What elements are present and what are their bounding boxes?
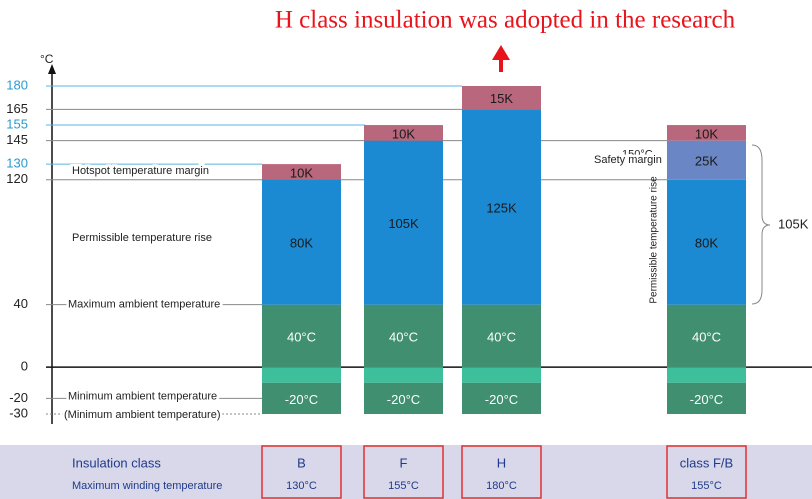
value-label: 10K <box>695 126 718 141</box>
annotation: Hotspot temperature margin <box>72 165 209 177</box>
table-cell <box>363 445 444 499</box>
value-label: 40°C <box>287 329 316 344</box>
bar-segment <box>667 304 746 368</box>
annotation: Maximum ambient temperature <box>68 299 220 311</box>
value-label: 40°C <box>487 329 516 344</box>
y-tick-label: 165 <box>6 101 28 116</box>
y-tick-label: -30 <box>9 405 28 420</box>
bar-segment <box>667 179 746 305</box>
value-label: 80K <box>290 236 313 251</box>
annotation: (Minimum ambient temperature) <box>64 409 221 421</box>
bar-segment <box>364 367 443 383</box>
y-tick-label: 180 <box>6 77 28 92</box>
y-tick-label: 155 <box>6 116 28 131</box>
value-label: -20°C <box>285 392 318 407</box>
table-band <box>0 445 812 499</box>
value-label: -20°C <box>387 392 420 407</box>
bar-segment <box>462 304 541 368</box>
category-label: F <box>400 455 408 470</box>
bar-segment <box>462 382 541 414</box>
value-label: 105K <box>388 216 419 231</box>
chart-title: H class insulation was adopted in the re… <box>275 7 736 34</box>
table-row-label: Maximum winding temperature <box>72 480 222 492</box>
table-row-label: Insulation class <box>72 455 161 470</box>
y-tick-label: 145 <box>6 132 28 147</box>
annotation: Minimum ambient temperature <box>68 390 217 402</box>
category-label: H <box>497 455 506 470</box>
bar-segment <box>462 367 541 383</box>
value-label: 15K <box>490 91 513 106</box>
table-cell <box>461 445 542 499</box>
value-label: -20°C <box>690 392 723 407</box>
y-tick-label: 120 <box>6 171 28 186</box>
brace <box>751 144 771 305</box>
value-label: 125K <box>486 200 517 215</box>
value-label: 10K <box>290 165 313 180</box>
max-temp: 155°C <box>691 480 722 492</box>
bar-segment <box>364 304 443 368</box>
annotation: 105K <box>778 216 809 231</box>
bar-segment <box>364 125 443 141</box>
bar-segment <box>262 367 341 383</box>
bar-segment <box>462 109 541 305</box>
y-axis-arrow <box>48 64 56 74</box>
max-temp: 155°C <box>388 480 419 492</box>
bar-segment <box>364 382 443 414</box>
value-label: 25K <box>695 154 718 169</box>
value-label: 40°C <box>692 329 721 344</box>
y-tick-label: 40 <box>14 296 28 311</box>
y-unit: °C <box>40 52 54 66</box>
annotation: Permissible temperature rise <box>72 232 212 244</box>
value-label: 40°C <box>389 329 418 344</box>
bar-segment <box>462 86 541 110</box>
title-arrow-head <box>492 45 510 60</box>
annotation: Permissible temperature rise <box>649 176 660 304</box>
annotation: Safety margin <box>594 154 662 166</box>
bar-segment <box>262 304 341 368</box>
bar-segment <box>262 382 341 414</box>
y-tick-label: 0 <box>21 359 28 374</box>
bar-segment <box>667 140 746 180</box>
y-tick-label: -20 <box>9 390 28 405</box>
table-cell <box>261 445 342 499</box>
annotation: 150°C <box>622 149 653 161</box>
value-label: -20°C <box>485 392 518 407</box>
bar-segment <box>262 164 341 180</box>
bar-segment <box>364 140 443 305</box>
y-tick-label: 130 <box>6 156 28 171</box>
value-label: 80K <box>695 236 718 251</box>
bar-segment <box>262 179 341 305</box>
max-temp: 130°C <box>286 480 317 492</box>
bar-segment <box>667 382 746 414</box>
category-label: B <box>297 455 306 470</box>
max-temp: 180°C <box>486 480 517 492</box>
bar-segment <box>667 367 746 383</box>
bar-segment <box>667 125 746 141</box>
value-label: 10K <box>392 126 415 141</box>
table-cell <box>666 445 747 499</box>
category-label: class F/B <box>680 455 733 470</box>
